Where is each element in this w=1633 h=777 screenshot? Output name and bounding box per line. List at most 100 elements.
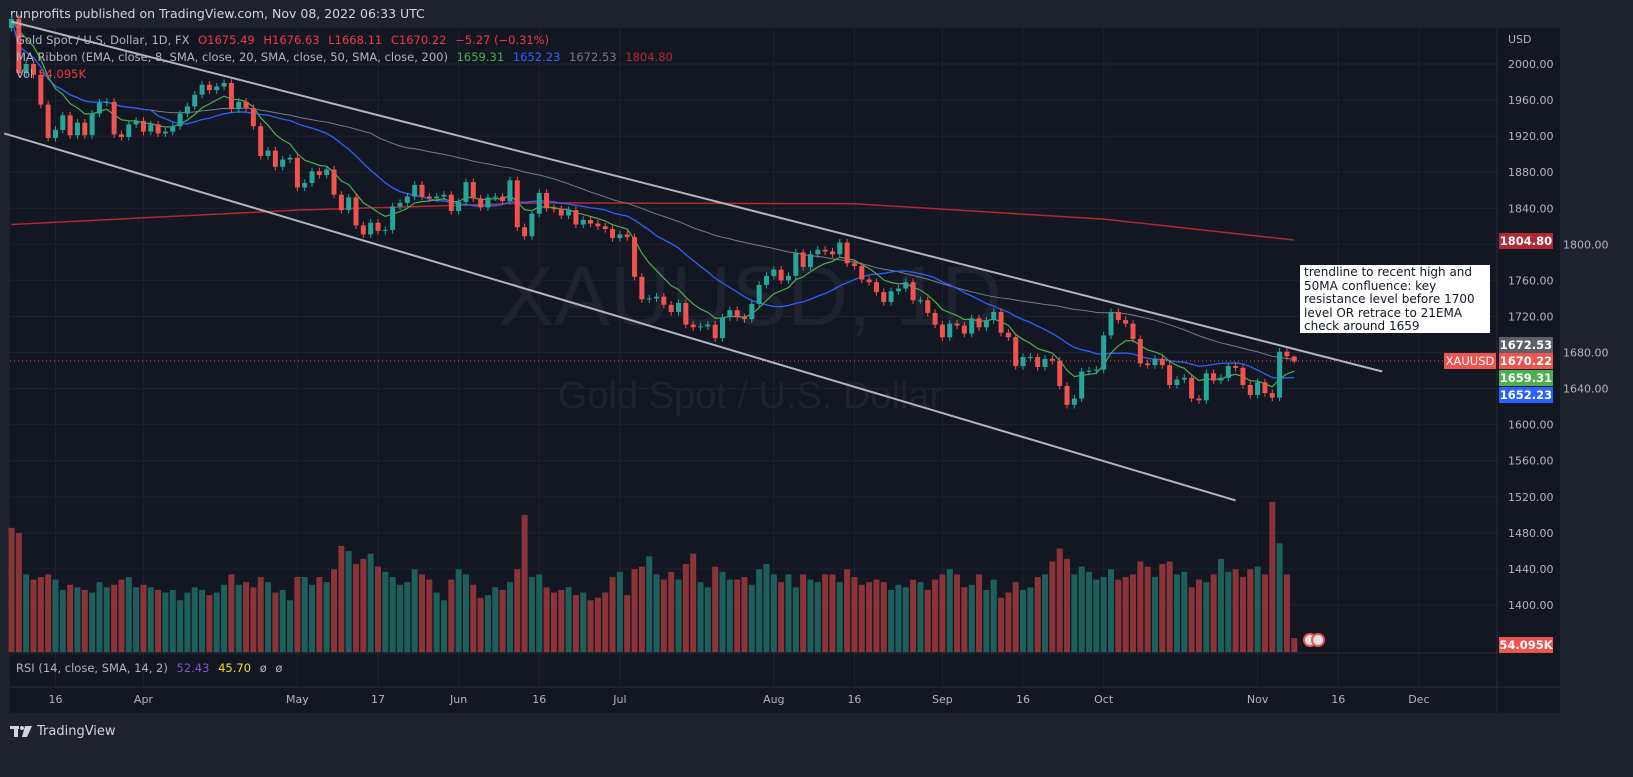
- volume-bar: [15, 533, 22, 652]
- volume-bar: [162, 592, 169, 652]
- candle-body: [89, 113, 95, 136]
- candle-body: [566, 210, 572, 216]
- candle: [822, 246, 828, 256]
- candle-body: [1071, 398, 1077, 405]
- candle-body: [661, 296, 667, 305]
- candle: [500, 192, 506, 205]
- candle: [60, 111, 66, 134]
- candle: [67, 111, 73, 139]
- candle-body: [360, 225, 366, 235]
- candle: [1211, 369, 1217, 385]
- tradingview-logo-icon: [10, 725, 32, 737]
- candle: [331, 165, 337, 199]
- volume-bar: [1086, 571, 1093, 652]
- volume-legend[interactable]: Vol 54.095K: [16, 67, 91, 81]
- volume-bar: [279, 589, 286, 652]
- ma-ribbon-legend[interactable]: MA Ribbon (EMA, close, 8, SMA, close, 20…: [16, 50, 678, 64]
- candle: [419, 181, 425, 201]
- candle-body: [96, 102, 102, 114]
- y-tick-label: 1760.00: [1508, 274, 1554, 287]
- volume-bar: [1064, 558, 1071, 652]
- candle-body: [1093, 369, 1099, 371]
- volume-bar: [89, 592, 96, 652]
- y-tick-label: 1560.00: [1508, 455, 1554, 468]
- candle: [1035, 353, 1041, 371]
- volume-bar: [631, 569, 638, 652]
- symbol-legend[interactable]: Gold Spot / U.S. Dollar, 1D, FX O1675.49…: [16, 33, 554, 47]
- rsi-legend[interactable]: RSI (14, close, SMA, 14, 2) 52.43 45.70 …: [16, 661, 287, 675]
- volume-bar: [1137, 561, 1144, 652]
- candle: [917, 296, 923, 304]
- candle-body: [9, 18, 14, 28]
- candle-body: [148, 124, 154, 132]
- candle-body: [412, 184, 418, 197]
- volume-bar: [294, 577, 301, 652]
- candle-body: [749, 303, 755, 320]
- economic-event-flag-icon[interactable]: [1303, 633, 1325, 647]
- candle-body: [1027, 357, 1033, 359]
- candle-body: [338, 194, 344, 211]
- candle-body: [1152, 358, 1158, 366]
- candle-body: [947, 323, 953, 338]
- volume-bar: [1210, 574, 1217, 652]
- candle-body: [397, 202, 403, 207]
- candle: [346, 193, 352, 214]
- y-tick-label: 1840.00: [1508, 202, 1554, 215]
- candle: [566, 206, 572, 220]
- volume-bar: [1239, 577, 1246, 652]
- x-tick-label: 16: [1016, 693, 1030, 706]
- candle: [140, 117, 146, 136]
- candle-body: [236, 101, 242, 110]
- candle-body: [250, 108, 256, 127]
- candle-body: [316, 171, 322, 175]
- candle: [998, 308, 1004, 337]
- candle: [492, 192, 498, 202]
- volume-bar: [257, 577, 264, 652]
- volume-bar: [213, 592, 220, 652]
- candle-body: [881, 292, 887, 303]
- candle-body: [45, 104, 51, 138]
- candle: [1079, 367, 1085, 403]
- candle-body: [1211, 373, 1217, 381]
- candle: [910, 278, 916, 304]
- volume-bar: [675, 579, 682, 652]
- x-tick-label: Dec: [1408, 693, 1429, 706]
- volume-bar: [506, 582, 513, 652]
- candle: [646, 294, 652, 303]
- volume-bar: [1034, 577, 1041, 652]
- volume-bar: [616, 571, 623, 652]
- candle-body: [265, 150, 271, 156]
- volume-bar: [23, 574, 30, 652]
- y-tick-label: 1480.00: [1508, 527, 1554, 540]
- candle: [588, 216, 594, 228]
- footer-brand: TradingView: [37, 724, 116, 739]
- chart-annotation[interactable]: trendline to recent high and 50MA conflu…: [1300, 265, 1490, 333]
- candle-body: [1218, 377, 1224, 381]
- candle: [558, 205, 564, 220]
- volume-bar: [946, 569, 953, 652]
- candle-body: [74, 122, 80, 136]
- volume-bar: [814, 582, 821, 652]
- candle: [192, 91, 198, 110]
- volume-bar: [682, 564, 689, 652]
- volume-bar: [880, 582, 887, 652]
- candle-body: [925, 300, 931, 313]
- volume-bar: [1027, 587, 1034, 652]
- x-tick-label: Aug: [763, 693, 784, 706]
- volume-bar: [624, 595, 631, 652]
- candle: [976, 314, 982, 331]
- candle: [382, 226, 388, 235]
- volume-bar: [118, 579, 125, 652]
- candle-body: [998, 311, 1004, 333]
- volume-bar: [844, 569, 851, 652]
- footer[interactable]: TradingView: [10, 724, 116, 739]
- candle: [969, 314, 975, 338]
- volume-bar: [1283, 574, 1290, 652]
- volume-bar: [331, 569, 338, 652]
- sma50-price-label: 1672.53: [1499, 337, 1553, 353]
- candle: [324, 165, 330, 179]
- candle-body: [1255, 382, 1261, 395]
- trendline: [3, 132, 1236, 502]
- change-value: −5.27 (−0.31%): [455, 33, 550, 47]
